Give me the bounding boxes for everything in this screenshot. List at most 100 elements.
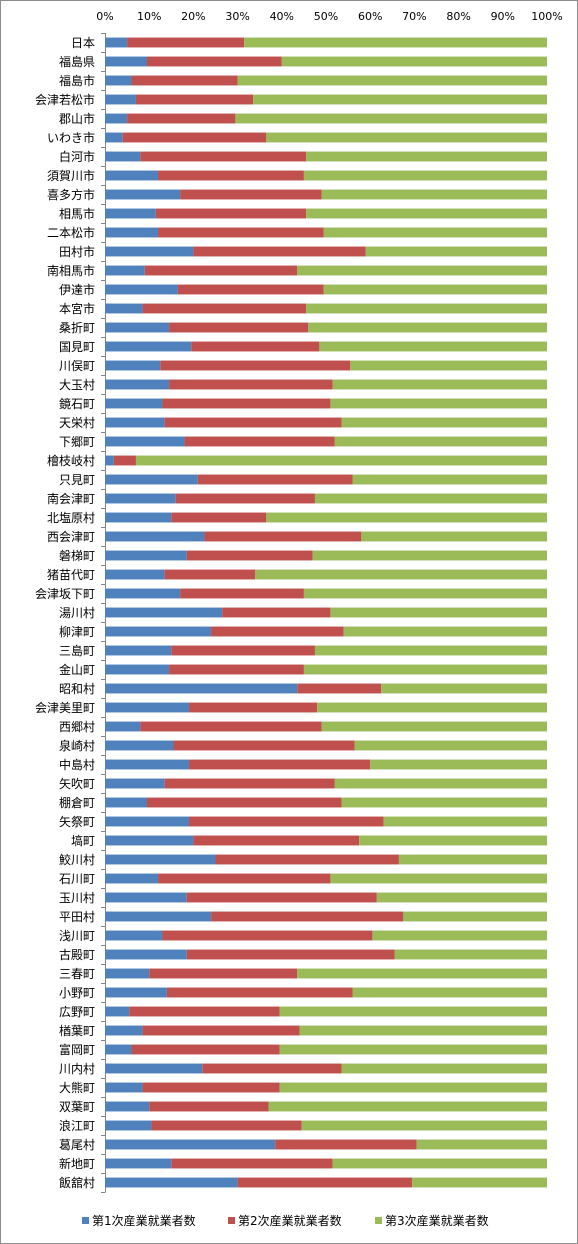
bar-segment-series-2 bbox=[173, 740, 355, 751]
bar-segment-series-3 bbox=[279, 1006, 547, 1017]
category-label: 郡山市 bbox=[59, 111, 95, 126]
bar-segment-series-2 bbox=[149, 1101, 269, 1112]
bar-segment-series-2 bbox=[162, 398, 331, 409]
bar-segment-series-3 bbox=[323, 227, 547, 238]
bar-segment-series-3 bbox=[319, 341, 547, 352]
bar-segment-series-3 bbox=[279, 1044, 547, 1055]
bar-segment-series-3 bbox=[314, 645, 547, 656]
bar-segment-series-2 bbox=[171, 1158, 333, 1169]
bar-segment-series-1 bbox=[105, 493, 176, 504]
bar-segment-series-3 bbox=[306, 151, 547, 162]
category-label: 石川町 bbox=[59, 872, 95, 886]
category-label: 浅川町 bbox=[59, 929, 95, 943]
bar-segment-series-3 bbox=[321, 189, 547, 200]
legend-label: 第2次産業就業者数 bbox=[238, 1213, 342, 1228]
bar-segment-series-2 bbox=[169, 664, 304, 675]
category-label: 下郷町 bbox=[59, 435, 95, 449]
bar-segment-series-1 bbox=[105, 170, 159, 181]
bar-segment-series-2 bbox=[186, 892, 377, 903]
category-label: 富岡町 bbox=[59, 1042, 95, 1057]
category-label: 喜多方市 bbox=[47, 187, 95, 202]
category-label: いわき市 bbox=[47, 130, 95, 145]
category-label: 飯舘村 bbox=[59, 1175, 95, 1190]
bar-segment-series-1 bbox=[105, 854, 216, 865]
bar-segment-series-1 bbox=[105, 132, 123, 143]
bar-segment-series-1 bbox=[105, 1006, 130, 1017]
bar-segment-series-2 bbox=[158, 873, 331, 884]
bar-segment-series-1 bbox=[105, 75, 132, 86]
bar-segment-series-3 bbox=[237, 75, 547, 86]
bar-segment-series-3 bbox=[253, 94, 547, 105]
bar-segment-series-2 bbox=[171, 512, 267, 523]
category-label: 葛尾村 bbox=[59, 1138, 95, 1152]
bar-segment-series-3 bbox=[341, 797, 547, 808]
category-label: 福島市 bbox=[59, 73, 95, 88]
bar-segment-series-3 bbox=[361, 531, 547, 542]
bar-segment-series-1 bbox=[105, 474, 198, 485]
legend-swatch bbox=[375, 1217, 382, 1224]
bar-segment-series-3 bbox=[266, 512, 547, 523]
category-label: 会津美里町 bbox=[35, 701, 95, 715]
bar-segment-series-2 bbox=[131, 1044, 280, 1055]
category-label: 広野町 bbox=[59, 1005, 95, 1019]
legend-label: 第1次産業就業者数 bbox=[92, 1213, 196, 1228]
bar-segment-series-3 bbox=[376, 892, 547, 903]
bar-segment-series-1 bbox=[105, 322, 170, 333]
category-label: 泉崎村 bbox=[59, 739, 95, 753]
bar-segment-series-3 bbox=[354, 740, 547, 751]
category-label: 福島県 bbox=[59, 54, 95, 69]
bar-segment-series-3 bbox=[352, 987, 547, 998]
x-tick-label: 100% bbox=[531, 10, 562, 23]
category-label: 南会津町 bbox=[47, 491, 95, 506]
x-tick-label: 50% bbox=[314, 10, 338, 23]
bar-segment-series-3 bbox=[332, 1158, 547, 1169]
bar-segment-series-3 bbox=[244, 37, 548, 48]
legend-swatch bbox=[82, 1217, 89, 1224]
category-label: 本宮市 bbox=[59, 301, 95, 316]
bar-segment-series-1 bbox=[105, 208, 156, 219]
bar-segment-series-3 bbox=[330, 873, 547, 884]
bar-segment-series-3 bbox=[381, 683, 547, 694]
bar-segment-series-3 bbox=[412, 1177, 547, 1188]
bar-segment-series-1 bbox=[105, 626, 212, 637]
bar-segment-series-2 bbox=[186, 550, 313, 561]
bar-segment-series-2 bbox=[122, 132, 267, 143]
bar-segment-series-2 bbox=[297, 683, 382, 694]
bar-segment-series-3 bbox=[334, 778, 547, 789]
bar-segment-series-2 bbox=[158, 227, 324, 238]
category-label: 相馬市 bbox=[59, 206, 95, 221]
bar-segment-series-3 bbox=[359, 835, 547, 846]
category-label: 三島町 bbox=[59, 643, 95, 658]
bar-segment-series-1 bbox=[105, 417, 165, 428]
bar-segment-series-1 bbox=[105, 664, 170, 675]
bar-segment-series-1 bbox=[105, 37, 128, 48]
bar-segment-series-1 bbox=[105, 1082, 143, 1093]
bar-segment-series-2 bbox=[135, 94, 254, 105]
bar-segment-series-1 bbox=[105, 949, 187, 960]
bar-segment-series-1 bbox=[105, 265, 145, 276]
bar-segment-series-3 bbox=[268, 1101, 547, 1112]
bar-segment-series-3 bbox=[299, 1025, 547, 1036]
bar-segment-series-3 bbox=[352, 474, 547, 485]
bar-segment-series-1 bbox=[105, 816, 189, 827]
category-label: 北塩原村 bbox=[47, 510, 95, 525]
category-label: 矢吹町 bbox=[59, 777, 95, 791]
bar-segment-series-3 bbox=[350, 360, 547, 371]
bar-segment-series-2 bbox=[275, 1139, 417, 1150]
bar-segment-series-1 bbox=[105, 702, 189, 713]
bar-segment-series-3 bbox=[341, 1063, 547, 1074]
bar-segment-series-1 bbox=[105, 531, 205, 542]
category-label: 中島村 bbox=[59, 757, 95, 772]
bar-segment-series-2 bbox=[169, 379, 333, 390]
category-label: 白河市 bbox=[59, 149, 95, 164]
bar-segment-series-1 bbox=[105, 1101, 150, 1112]
bar-segment-series-3 bbox=[394, 949, 547, 960]
bar-segment-series-1 bbox=[105, 873, 159, 884]
category-label: 矢祭町 bbox=[59, 815, 95, 829]
x-tick-label: 30% bbox=[225, 10, 249, 23]
bar-segment-series-2 bbox=[166, 987, 353, 998]
category-label: 会津若松市 bbox=[35, 92, 95, 107]
bar-segment-series-1 bbox=[105, 379, 170, 390]
bar-segment-series-1 bbox=[105, 569, 165, 580]
bar-segment-series-1 bbox=[105, 683, 298, 694]
